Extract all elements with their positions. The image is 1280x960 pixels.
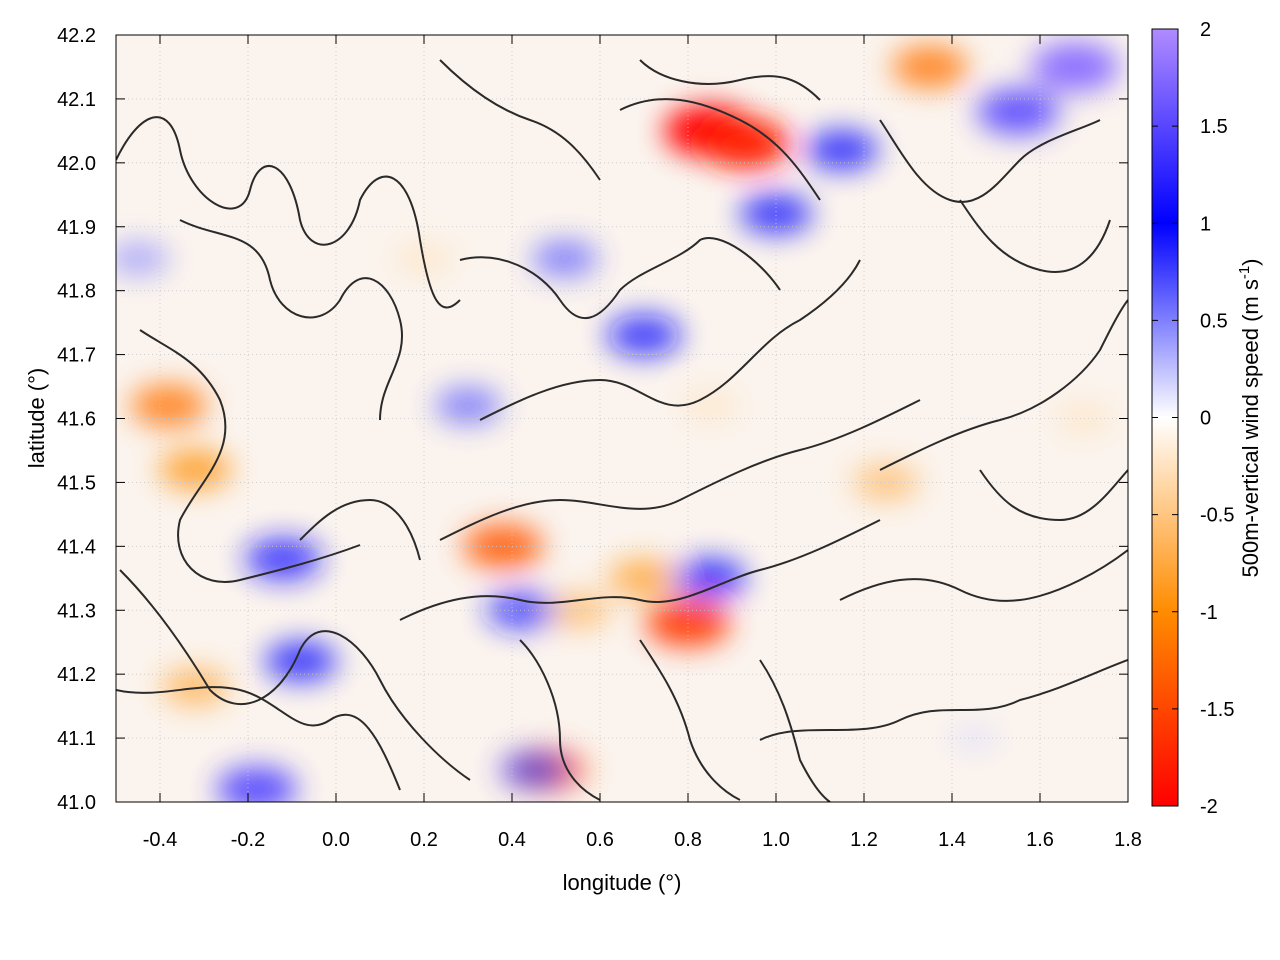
contour-line	[439, 59, 601, 181]
heatmap-cell	[609, 558, 679, 598]
x-tick-label: 1.6	[1026, 829, 1054, 851]
contour-line	[879, 299, 1128, 471]
y-axis-label: latitude (°)	[24, 368, 49, 469]
y-tick-label: 42.2	[57, 25, 96, 47]
heatmap-field	[116, 42, 1120, 802]
heatmap-cell	[161, 668, 230, 706]
heatmap-cell	[264, 641, 337, 682]
heatmap-cell	[531, 240, 598, 277]
contour-line	[179, 219, 403, 421]
y-tick-label: 41.3	[57, 600, 96, 622]
contour-line	[119, 569, 471, 781]
heatmap-cell	[806, 130, 878, 171]
x-tick-label: 1.0	[762, 829, 790, 851]
y-tick-label: 41.9	[57, 217, 96, 239]
x-tick-label: 1.2	[850, 829, 878, 851]
heatmap-cell	[681, 389, 739, 422]
heatmap-cell	[1031, 42, 1120, 92]
x-tick-label: 0.8	[674, 829, 702, 851]
colorbar: 2 1.5 1 0.5 0 -0.5 -1 -1.5 -2 500m-vertical wind…	[1151, 19, 1263, 818]
heatmap-cell	[701, 118, 790, 169]
plot-area: -0.4 -0.2 0.0 0.2 0.4 0.6 0.8 1.0 1.2 1.4 1.6 1.8 4…	[57, 25, 1142, 851]
colorbar-tick-label: 2	[1200, 19, 1211, 41]
heatmap-cell	[946, 723, 1002, 753]
contour-line	[759, 659, 831, 802]
x-tick-label: 1.4	[938, 829, 966, 851]
heatmap-cell	[674, 558, 746, 599]
colorbar-tick-label: 0.5	[1200, 310, 1228, 332]
heatmap-cell	[159, 449, 232, 490]
heatmap-cell	[116, 241, 169, 276]
heatmap-cell	[130, 384, 207, 427]
x-tick-label: -0.2	[231, 829, 265, 851]
heatmap-cell	[463, 523, 544, 569]
heatmap-cell	[892, 45, 968, 89]
contour-line	[639, 639, 741, 801]
contour-line	[639, 59, 821, 101]
x-tick-label: -0.4	[143, 829, 177, 851]
colorbar-tick-label: 1.5	[1200, 116, 1228, 138]
heatmap-cell	[216, 766, 297, 802]
colorbar-label-superscript: -1	[1236, 266, 1253, 279]
y-tick-label: 41.7	[57, 345, 96, 367]
colorbar-tick-label: 1	[1200, 213, 1211, 235]
colorbar-tick-label: -2	[1200, 796, 1218, 818]
y-tick-label: 41.0	[57, 792, 96, 814]
colorbar-label-main: 500m-vertical wind speed (m s	[1238, 279, 1263, 577]
x-axis-label: longitude (°)	[563, 870, 682, 895]
y-tick-label: 41.1	[57, 728, 96, 750]
heatmap-cell	[853, 464, 919, 501]
colorbar-ticks: 2 1.5 1 0.5 0 -0.5 -1 -1.5 -2	[1152, 19, 1234, 818]
colorbar-tick-label: -1.5	[1200, 699, 1234, 721]
heatmap-cell	[740, 193, 812, 234]
contour-line	[299, 498, 421, 561]
y-tick-label: 41.6	[57, 409, 96, 431]
heatmap-cell	[500, 751, 568, 789]
heatmap-cell	[435, 387, 501, 424]
colorbar-tick-label: -1	[1200, 602, 1218, 624]
heatmap-blobs	[116, 42, 1120, 802]
colorbar-label-close: )	[1238, 258, 1263, 265]
y-tick-label: 41.5	[57, 472, 96, 494]
y-axis-ticks: 41.0 41.1 41.2 41.3 41.4 41.5 41.6 41.7 41.8 41.9…	[57, 25, 1128, 814]
contour-line	[879, 119, 1101, 203]
contour-line	[619, 98, 821, 201]
x-tick-label: 0.0	[322, 829, 350, 851]
contour-line	[479, 259, 861, 421]
contour-line	[759, 659, 1128, 741]
colorbar-tick-label: 0	[1200, 408, 1211, 430]
x-tick-label: 0.6	[586, 829, 614, 851]
x-tick-label: 0.2	[410, 829, 438, 851]
heatmap-cell	[977, 88, 1059, 135]
contour-line	[519, 639, 601, 801]
heatmap-cell	[245, 537, 322, 581]
y-tick-label: 41.2	[57, 664, 96, 686]
y-tick-label: 42.1	[57, 89, 96, 111]
terrain-contours	[116, 59, 1128, 802]
x-axis-ticks: -0.4 -0.2 0.0 0.2 0.4 0.6 0.8 1.0 1.2 1.4 1.6 1.8	[143, 35, 1142, 851]
contour-line	[399, 519, 881, 621]
contour-line	[139, 329, 361, 583]
contour-line	[116, 686, 401, 791]
heatmap-cell	[607, 314, 681, 357]
x-tick-label: 0.4	[498, 829, 526, 851]
y-tick-label: 41.4	[57, 536, 96, 558]
colorbar-tick-label: -0.5	[1200, 505, 1234, 527]
contour-line	[116, 116, 461, 309]
contour-line	[459, 237, 781, 320]
y-tick-label: 42.0	[57, 153, 96, 175]
colorbar-label: 500m-vertical wind speed (m s-1)	[1236, 258, 1263, 577]
contour-line	[959, 199, 1111, 273]
contour-line	[979, 469, 1128, 522]
contour-line	[439, 399, 921, 541]
contour-line	[839, 549, 1128, 602]
y-tick-label: 41.8	[57, 281, 96, 303]
x-tick-label: 1.8	[1114, 829, 1142, 851]
